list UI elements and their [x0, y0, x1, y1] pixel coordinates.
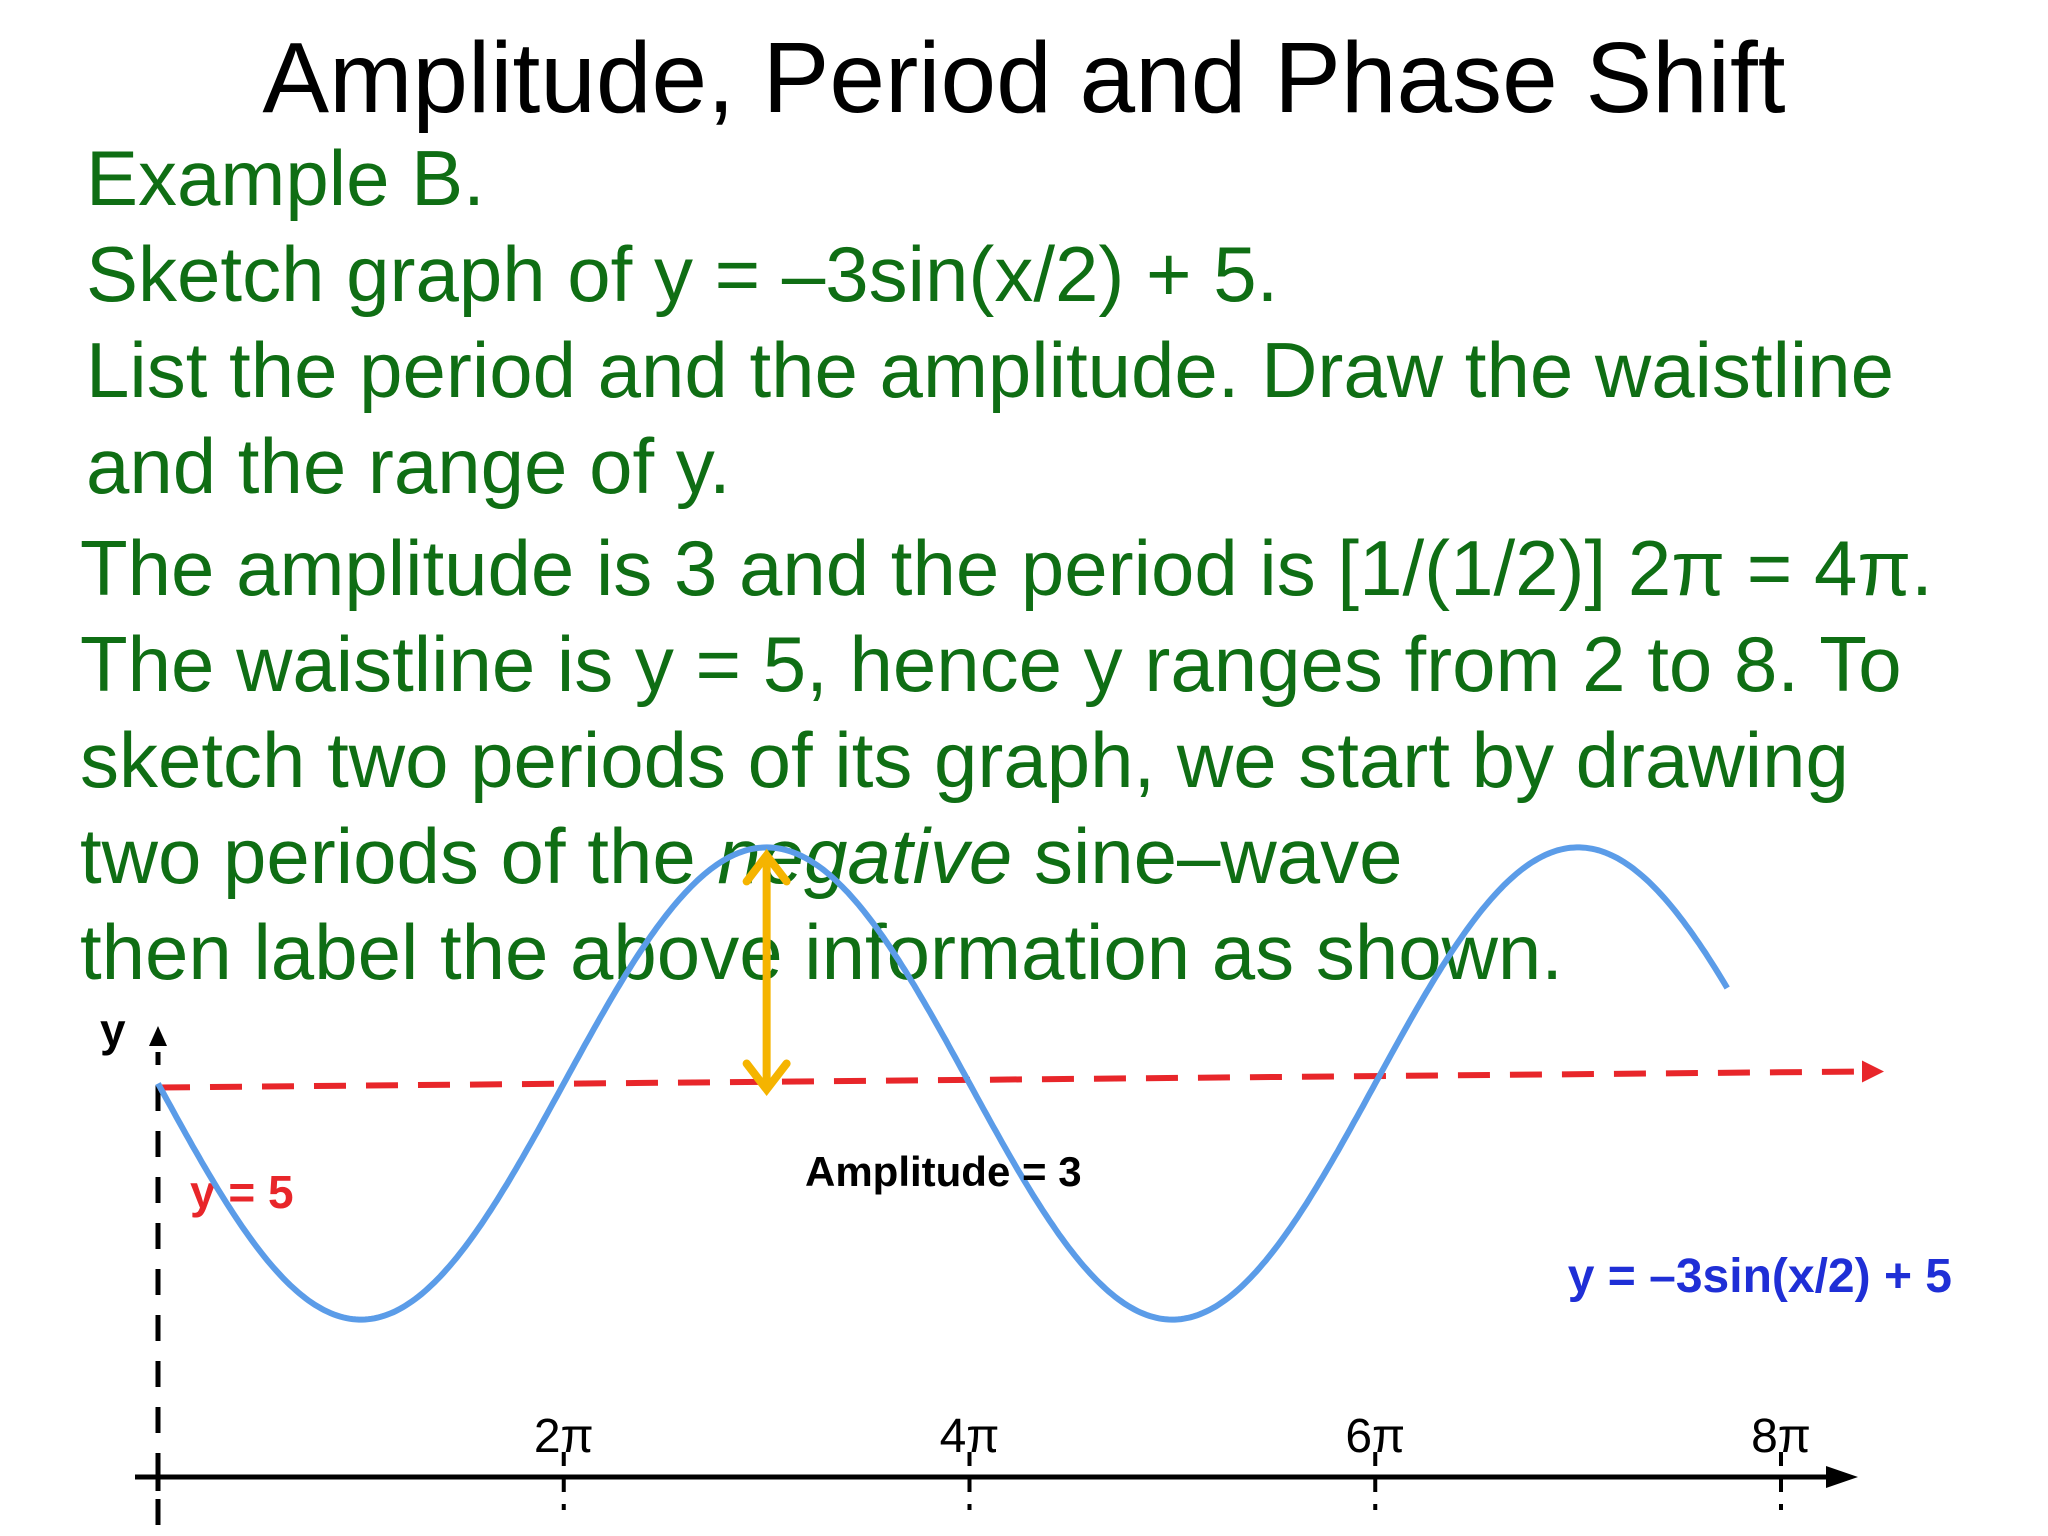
arrow-up-icon — [742, 848, 791, 886]
solution-text-segment: sine–wave — [1012, 812, 1403, 900]
arrow-down-icon — [742, 1059, 791, 1097]
solution-line: sketch two periods of its graph, we star… — [80, 716, 1849, 804]
problem-line: Sketch graph of y = –3sin(x/2) + 5. — [86, 230, 1279, 318]
x-tick-label: 4π — [940, 1410, 1000, 1463]
solution-line: The waistline is y = 5, hence y ranges f… — [80, 620, 1902, 708]
axes: y 2π 4π 6π 8π — [100, 1004, 1858, 1525]
annotations: Amplitude = 3 y = –3sin(x/2) + 5 — [742, 848, 1952, 1303]
x-tick-label: 6π — [1345, 1410, 1405, 1463]
y-axis-label: y — [100, 1004, 126, 1056]
solution-line: The amplitude is 3 and the period is [1/… — [80, 524, 1933, 612]
problem-line: List the period and the amplitude. Draw … — [86, 326, 1895, 414]
x-tick-label: 8π — [1751, 1410, 1811, 1463]
y-axis-arrow-icon — [149, 1026, 167, 1046]
problem-statement: Example B. Sketch graph of y = –3sin(x/2… — [86, 130, 1894, 514]
solution-line: two periods of the negative sine–wave — [80, 808, 1933, 904]
waistline — [157, 1068, 1863, 1091]
amplitude-label: Amplitude = 3 — [805, 1148, 1082, 1195]
waistline-arrow-icon — [1862, 1060, 1884, 1083]
x-tick-label: 2π — [534, 1410, 594, 1463]
solution-text: The amplitude is 3 and the period is [1/… — [80, 520, 1933, 1000]
solution-text-segment: two periods of the — [80, 812, 718, 900]
solution-line: then label the above information as show… — [80, 908, 1563, 996]
x-axis-arrow-icon — [1826, 1466, 1858, 1488]
problem-line: and the range of y. — [86, 422, 731, 510]
problem-line: Example B. — [86, 134, 485, 222]
equation-label: y = –3sin(x/2) + 5 — [1568, 1250, 1952, 1303]
sine-curve — [155, 844, 1730, 1323]
curve-group — [155, 844, 1730, 1323]
page-title: Amplitude, Period and Phase Shift — [262, 22, 1786, 134]
